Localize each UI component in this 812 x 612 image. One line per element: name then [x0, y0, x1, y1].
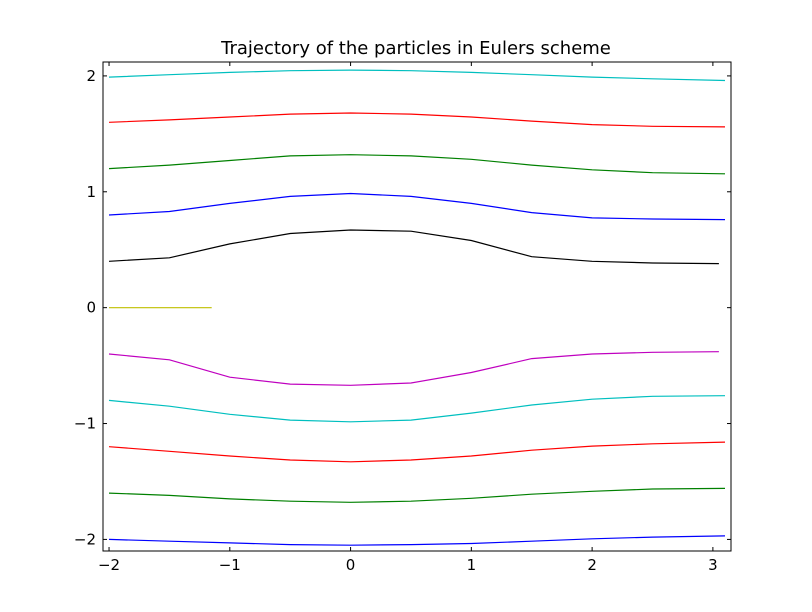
x-tick-label: −2 — [98, 556, 120, 574]
series-line-2 — [108, 112, 726, 128]
y-tick-label: 2 — [86, 67, 96, 85]
x-tick-label: −1 — [219, 556, 241, 574]
x-tick-label: 2 — [587, 556, 597, 574]
series-line-8 — [108, 395, 726, 423]
series-line-4 — [108, 192, 726, 221]
series-layer — [108, 69, 726, 546]
x-tick-label: 1 — [467, 556, 477, 574]
y-tick-label: 0 — [86, 299, 96, 317]
y-tick-label: 1 — [86, 183, 96, 201]
chart-title: Trajectory of the particles in Eulers sc… — [220, 38, 611, 59]
series-line-11 — [108, 535, 726, 546]
y-tick-label: −2 — [74, 530, 96, 548]
series-line-3 — [108, 154, 726, 175]
series-line-7 — [108, 351, 719, 386]
series-line-5 — [108, 229, 719, 265]
series-line-10 — [108, 487, 726, 503]
plot-frame — [102, 61, 732, 552]
series-line-1 — [108, 69, 726, 82]
tick-layer: −2 −1 0 1 2 3 −2 −1 0 1 2 — [74, 62, 731, 574]
x-tick-label: 3 — [708, 556, 718, 574]
series-line-9 — [108, 441, 726, 463]
x-tick-label: 0 — [346, 556, 356, 574]
y-tick-label: −1 — [74, 415, 96, 433]
